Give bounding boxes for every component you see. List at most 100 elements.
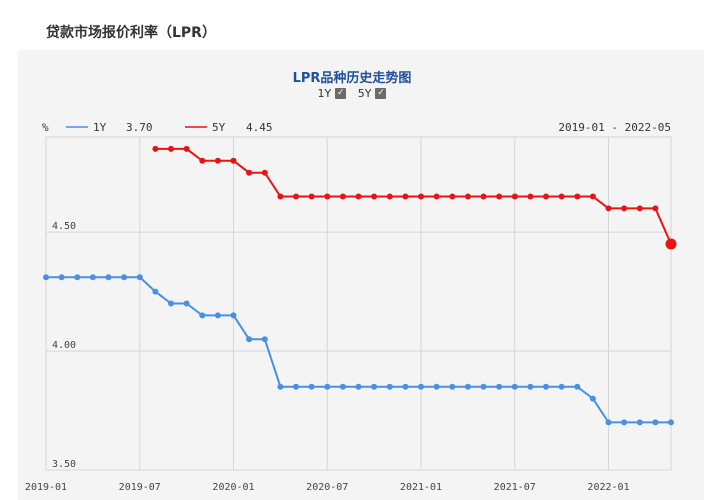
data-point-1y (605, 419, 612, 426)
x-tick-label: 2021-01 (400, 482, 442, 493)
data-point-1y (543, 383, 549, 390)
axis-labels: 3.50 4.00 4.50 2019-01 2019-07 2020-01 2020-07… (25, 221, 630, 493)
toggle-1y-label: 1Y (317, 87, 332, 100)
data-point-1y (277, 383, 284, 390)
checkbox-1y[interactable]: ✓ (335, 88, 347, 99)
data-point-5y (621, 205, 628, 212)
data-point-1y (168, 300, 174, 307)
data-point-5y (371, 193, 378, 200)
data-point-1y (386, 383, 393, 390)
data-point-5y (261, 169, 268, 176)
data-point-5y (511, 193, 518, 200)
data-point-5y (496, 193, 503, 200)
series-line-5y (155, 147, 672, 245)
data-point-5y (199, 157, 206, 164)
data-point-1y (511, 383, 518, 390)
data-point-5y (168, 145, 174, 152)
data-point-5y (214, 157, 221, 164)
data-point-5y (652, 205, 659, 212)
data-point-1y (74, 274, 81, 281)
data-point-5y (308, 193, 315, 200)
data-point-1y (480, 383, 487, 390)
x-tick-label: 2020-01 (212, 482, 254, 493)
data-point-1y (355, 383, 362, 390)
data-point-5y (558, 193, 565, 200)
legend-value-5y: 4.45 (246, 121, 273, 134)
data-point-1y (339, 383, 346, 390)
data-point-5y (449, 193, 456, 200)
x-tick-label: 2022-01 (587, 482, 629, 493)
series-layer (43, 145, 677, 426)
data-point-1y (199, 312, 206, 319)
data-point-1y (558, 383, 565, 390)
toggle-1y[interactable]: 1Y ✓ (318, 87, 347, 100)
x-tick-label: 2021-07 (494, 482, 536, 493)
toggle-5y-label: 5Y (357, 87, 372, 100)
data-point-1y (433, 383, 440, 390)
data-point-1y (183, 300, 190, 307)
data-point-1y (136, 274, 143, 281)
data-point-5y (230, 157, 237, 164)
data-point-1y (449, 383, 456, 390)
data-point-5y (246, 169, 253, 176)
data-point-1y (58, 274, 65, 281)
x-tick-label: 2020-07 (306, 482, 348, 493)
data-point-5y (277, 193, 284, 200)
grid (45, 136, 672, 471)
data-point-1y (105, 274, 112, 281)
data-point-1y (121, 274, 128, 281)
data-point-5y (183, 145, 190, 152)
data-point-5y (418, 193, 424, 200)
data-point-1y (230, 312, 237, 319)
data-point-5y (433, 193, 440, 200)
data-point-5y (636, 205, 643, 212)
data-point-5y (480, 193, 487, 200)
data-point-1y (293, 383, 299, 390)
data-point-1y (324, 383, 331, 390)
date-range-label: 2019-01 - 2022-05 (558, 121, 671, 134)
checkbox-5y[interactable]: ✓ (375, 88, 387, 99)
x-tick-label: 2019-07 (119, 482, 161, 493)
data-point-1y (496, 383, 503, 390)
data-point-5y (665, 238, 677, 250)
y-tick-label: 4.00 (52, 340, 76, 351)
data-point-5y (386, 193, 393, 200)
chart-title: LPR品种历史走势图 (292, 71, 412, 86)
data-point-1y (214, 312, 221, 319)
y-tick-label: 4.50 (52, 221, 76, 232)
data-point-5y (527, 193, 534, 200)
data-point-5y (339, 193, 346, 200)
data-point-1y (464, 383, 471, 390)
data-point-1y (152, 288, 159, 295)
data-point-1y (371, 383, 378, 390)
data-point-1y (668, 419, 674, 426)
data-point-5y (402, 193, 409, 200)
series-toggles: 1Y ✓ 5Y ✓ (0, 87, 704, 100)
data-point-5y (152, 145, 159, 152)
data-point-5y (605, 205, 612, 212)
legend-label-1y[interactable]: 1Y (93, 121, 107, 134)
chart-panel (18, 50, 704, 500)
data-point-1y (261, 336, 268, 343)
data-point-1y (43, 274, 49, 281)
data-point-1y (418, 383, 424, 390)
legend: % 1Y 3.70 5Y 4.45 2019-01 - 2022-05 (42, 121, 671, 134)
data-point-1y (589, 395, 596, 402)
toggle-5y[interactable]: 5Y ✓ (358, 87, 387, 100)
data-point-5y (543, 193, 549, 200)
data-point-1y (636, 419, 643, 426)
data-point-5y (324, 193, 331, 200)
page-title: 贷款市场报价利率（LPR） (46, 25, 216, 41)
x-tick-label: 2019-01 (25, 482, 67, 493)
data-point-1y (574, 383, 581, 390)
legend-value-1y: 3.70 (126, 121, 153, 134)
data-point-1y (89, 274, 96, 281)
data-point-5y (464, 193, 471, 200)
data-point-1y (402, 383, 409, 390)
data-point-5y (355, 193, 362, 200)
data-point-5y (293, 193, 299, 200)
y-tick-label: 3.50 (52, 459, 76, 470)
legend-label-5y[interactable]: 5Y (212, 121, 226, 134)
data-point-1y (527, 383, 534, 390)
